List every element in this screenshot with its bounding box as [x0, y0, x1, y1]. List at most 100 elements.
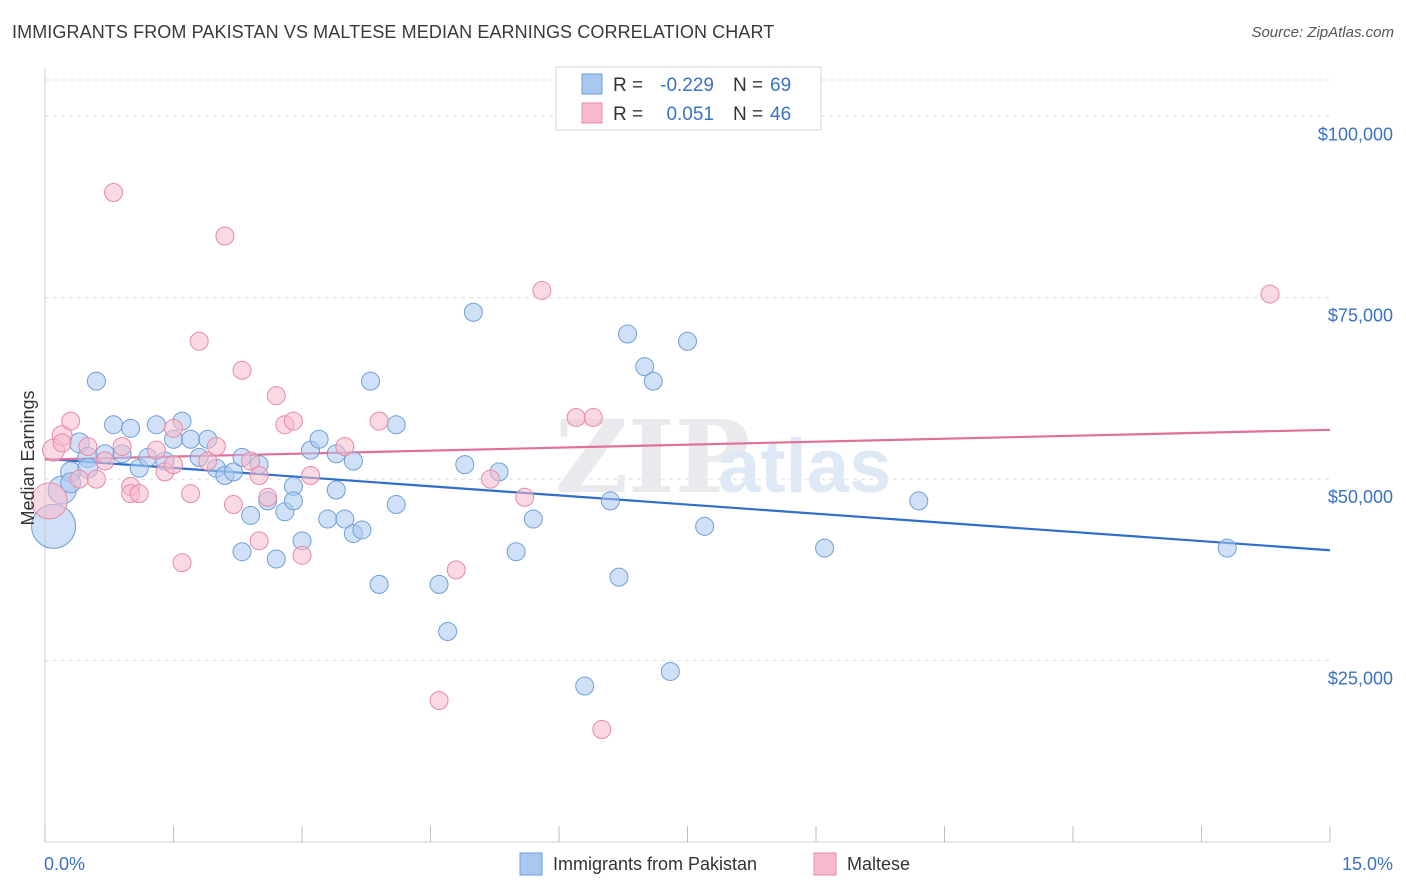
point-pakistan-55: [600, 491, 620, 511]
point-pakistan-23: [223, 462, 243, 482]
point-maltese-32: [301, 466, 321, 486]
point-maltese-7: [95, 451, 115, 471]
correlation-legend: R = -0.229 N = 69 R = 0.051 N = 46: [555, 66, 822, 131]
y-tick-label-2: $75,000: [1328, 306, 1393, 326]
point-pakistan-42: [352, 520, 372, 540]
point-maltese-40: [566, 407, 586, 427]
point-pakistan-65: [1217, 538, 1237, 558]
point-pakistan-14: [146, 415, 166, 435]
data-points: [30, 182, 1280, 740]
point-pakistan-53: [523, 509, 543, 529]
point-pakistan-63: [815, 538, 835, 558]
legend-n-label-1: N =: [733, 104, 763, 125]
legend-swatch-0: [581, 73, 603, 95]
point-pakistan-58: [635, 357, 655, 377]
x-tick-label-end: 15.0%: [1342, 854, 1393, 874]
point-maltese-6: [86, 469, 106, 489]
point-pakistan-29: [266, 549, 286, 569]
point-pakistan-36: [318, 509, 338, 529]
point-maltese-4: [69, 469, 89, 489]
point-pakistan-59: [643, 371, 663, 391]
y-axis-title: Median Earnings: [18, 390, 38, 525]
point-pakistan-37: [326, 480, 346, 500]
point-pakistan-44: [369, 574, 389, 594]
point-pakistan-18: [181, 429, 201, 449]
point-maltese-37: [480, 469, 500, 489]
point-maltese-3: [61, 411, 81, 431]
point-pakistan-26: [241, 505, 261, 525]
legend-n-value-1: 46: [770, 104, 791, 125]
y-tick-labels: $25,000 $50,000 $75,000 $100,000: [1318, 124, 1393, 688]
point-pakistan-39: [335, 509, 355, 529]
point-pakistan-56: [609, 567, 629, 587]
point-maltese-18: [181, 484, 201, 504]
point-maltese-35: [429, 690, 449, 710]
point-maltese-41: [583, 407, 603, 427]
point-maltese-17: [172, 553, 192, 573]
series-legend: Immigrants from Pakistan Maltese: [519, 852, 910, 876]
point-maltese-33: [335, 436, 355, 456]
point-maltese-39: [532, 280, 552, 300]
series-legend-label-0: Immigrants from Pakistan: [553, 854, 757, 874]
point-pakistan-46: [386, 415, 406, 435]
legend-r-value-0: -0.229: [660, 75, 714, 96]
point-maltese-36: [446, 560, 466, 580]
point-maltese-38: [515, 487, 535, 507]
trend-line-maltese: [44, 428, 1331, 461]
chart-title: IMMIGRANTS FROM PAKISTAN VS MALTESE MEDI…: [12, 22, 775, 42]
point-maltese-8: [104, 182, 124, 202]
point-pakistan-43: [361, 371, 381, 391]
point-maltese-16: [164, 455, 183, 475]
point-pakistan-7: [86, 371, 106, 391]
legend-swatch-1: [581, 102, 603, 124]
watermark-atlas: atlas: [718, 424, 891, 509]
point-pakistan-52: [506, 542, 526, 562]
point-pakistan-62: [695, 516, 715, 536]
point-maltese-9: [112, 436, 132, 456]
point-pakistan-35: [309, 429, 329, 449]
point-pakistan-25: [232, 542, 252, 562]
point-maltese-34: [369, 411, 389, 431]
x-tick-label-start: 0.0%: [44, 854, 85, 874]
point-maltese-42: [592, 720, 612, 740]
point-maltese-25: [241, 451, 261, 471]
point-maltese-20: [198, 451, 218, 471]
point-pakistan-47: [429, 574, 449, 594]
legend-r-label-0: R =: [613, 75, 643, 96]
y-tick-label-3: $100,000: [1318, 124, 1393, 144]
point-pakistan-32: [283, 491, 303, 511]
point-maltese-21: [206, 436, 226, 456]
series-legend-swatch-0: [519, 852, 543, 876]
point-maltese-44: [249, 466, 269, 486]
point-maltese-27: [258, 487, 278, 507]
point-pakistan-48: [438, 622, 458, 642]
series-legend-swatch-1: [813, 852, 837, 876]
point-pakistan-61: [678, 331, 697, 351]
point-maltese-28: [266, 386, 286, 406]
legend-n-value-0: 69: [770, 75, 791, 96]
point-maltese-13: [146, 440, 166, 460]
point-pakistan-11: [121, 418, 141, 438]
point-maltese-5: [78, 436, 98, 456]
point-pakistan-64: [909, 491, 929, 511]
point-maltese-24: [232, 360, 252, 380]
point-maltese-26: [249, 531, 269, 551]
point-maltese-0: [30, 482, 68, 520]
point-maltese-15: [164, 418, 183, 438]
point-maltese-19: [189, 331, 209, 351]
point-maltese-12: [129, 484, 149, 504]
x-tick-labels: 0.0% 15.0%: [44, 854, 1393, 874]
y-tick-label-1: $50,000: [1328, 487, 1393, 507]
legend-r-value-1: 0.051: [666, 104, 714, 125]
series-legend-label-1: Maltese: [847, 854, 910, 874]
point-pakistan-45: [386, 495, 406, 515]
point-pakistan-57: [618, 324, 638, 344]
y-tick-label-0: $25,000: [1328, 669, 1393, 689]
point-maltese-45: [52, 433, 72, 453]
point-maltese-31: [292, 545, 312, 565]
chart-source: Source: ZipAtlas.com: [1251, 24, 1394, 41]
point-pakistan-9: [104, 415, 124, 435]
legend-n-label-0: N =: [733, 75, 763, 96]
point-pakistan-60: [660, 661, 680, 681]
